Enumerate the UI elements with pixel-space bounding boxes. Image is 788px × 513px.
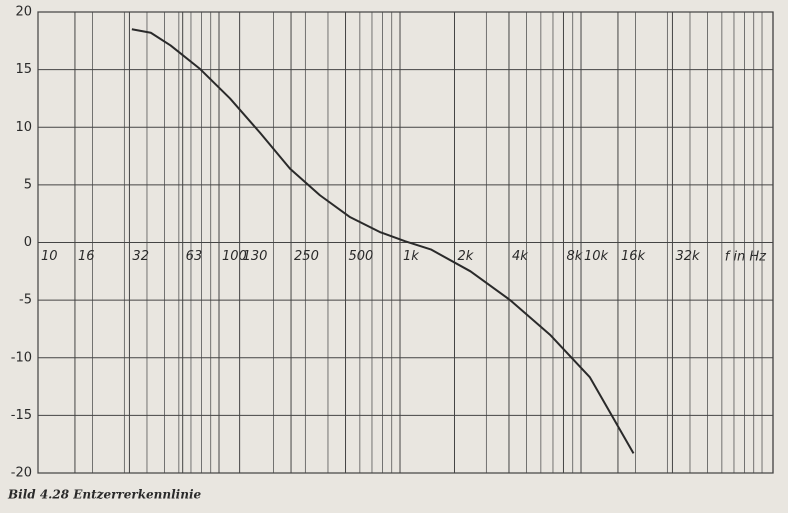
- x-tick-label: 32k: [675, 249, 700, 264]
- y-tick-label: -20: [11, 466, 32, 481]
- x-tick-label: 10k: [584, 249, 609, 264]
- x-tick-label: 130: [243, 249, 268, 264]
- y-tick-label: 15: [15, 62, 32, 77]
- x-tick-label: 2k: [457, 249, 473, 264]
- y-tick-label: -10: [11, 350, 32, 365]
- x-tick-label: 500: [349, 249, 374, 264]
- x-axis-label: f in Hz: [725, 250, 767, 265]
- y-tick-label: 5: [24, 177, 32, 192]
- y-tick-label: 0: [24, 235, 32, 250]
- y-tick-label: 10: [15, 120, 32, 135]
- x-tick-label: 63: [186, 249, 203, 264]
- x-tick-label: 100: [222, 249, 247, 264]
- x-tick-label: 16k: [621, 249, 646, 264]
- y-tick-label: -15: [11, 408, 32, 423]
- curve: [131, 28, 635, 454]
- caption: Bild 4.28 Entzerrerkennlinie: [7, 488, 201, 502]
- x-tick-label: 32: [132, 249, 149, 264]
- x-tick-label: 4k: [512, 249, 528, 264]
- x-tick-label: 250: [294, 249, 319, 264]
- x-tick-label: 8k: [566, 249, 582, 264]
- x-tick-label: 16: [78, 249, 95, 264]
- y-tick-label: 20: [15, 5, 32, 20]
- x-tick-label: 1k: [403, 249, 419, 264]
- y-tick-label: -5: [19, 293, 32, 308]
- x-tick-label: 10: [41, 249, 58, 264]
